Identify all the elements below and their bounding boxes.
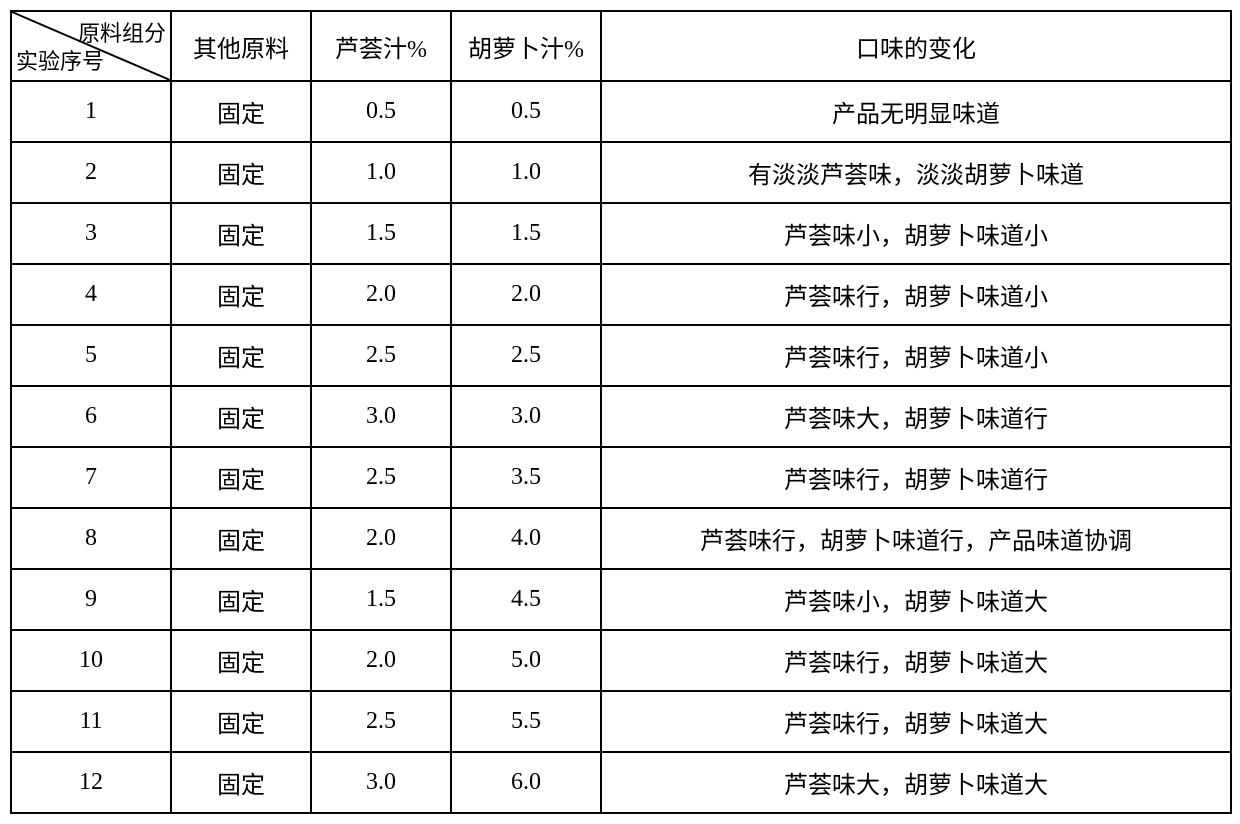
cell-carrot: 2.0 bbox=[451, 264, 601, 325]
cell-taste: 芦荟味行，胡萝卜味道大 bbox=[601, 691, 1231, 752]
cell-seq: 12 bbox=[11, 752, 171, 813]
cell-other: 固定 bbox=[171, 264, 311, 325]
cell-taste: 芦荟味行，胡萝卜味道小 bbox=[601, 264, 1231, 325]
cell-seq: 5 bbox=[11, 325, 171, 386]
cell-aloe: 2.0 bbox=[311, 508, 451, 569]
experiment-table: 原料组分 实验序号 其他原料 芦荟汁% 胡萝卜汁% 口味的变化 1固定0.50.… bbox=[10, 10, 1232, 814]
cell-carrot: 2.5 bbox=[451, 325, 601, 386]
table-row: 12固定3.06.0芦荟味大，胡萝卜味道大 bbox=[11, 752, 1231, 813]
cell-other: 固定 bbox=[171, 81, 311, 142]
header-carrot: 胡萝卜汁% bbox=[451, 11, 601, 81]
table-row: 9固定1.54.5芦荟味小，胡萝卜味道大 bbox=[11, 569, 1231, 630]
cell-seq: 1 bbox=[11, 81, 171, 142]
cell-carrot: 1.0 bbox=[451, 142, 601, 203]
cell-taste: 芦荟味小，胡萝卜味道小 bbox=[601, 203, 1231, 264]
cell-aloe: 1.0 bbox=[311, 142, 451, 203]
cell-taste: 芦荟味行，胡萝卜味道行 bbox=[601, 447, 1231, 508]
cell-seq: 6 bbox=[11, 386, 171, 447]
cell-taste: 有淡淡芦荟味，淡淡胡萝卜味道 bbox=[601, 142, 1231, 203]
cell-seq: 8 bbox=[11, 508, 171, 569]
header-aloe: 芦荟汁% bbox=[311, 11, 451, 81]
table-row: 1固定0.50.5产品无明显味道 bbox=[11, 81, 1231, 142]
cell-seq: 2 bbox=[11, 142, 171, 203]
cell-carrot: 3.5 bbox=[451, 447, 601, 508]
cell-aloe: 3.0 bbox=[311, 752, 451, 813]
header-taste: 口味的变化 bbox=[601, 11, 1231, 81]
cell-aloe: 2.5 bbox=[311, 325, 451, 386]
cell-taste: 芦荟味大，胡萝卜味道大 bbox=[601, 752, 1231, 813]
table-row: 7固定2.53.5芦荟味行，胡萝卜味道行 bbox=[11, 447, 1231, 508]
table-row: 4固定2.02.0芦荟味行，胡萝卜味道小 bbox=[11, 264, 1231, 325]
table-row: 2固定1.01.0有淡淡芦荟味，淡淡胡萝卜味道 bbox=[11, 142, 1231, 203]
table-row: 3固定1.51.5芦荟味小，胡萝卜味道小 bbox=[11, 203, 1231, 264]
cell-carrot: 5.0 bbox=[451, 630, 601, 691]
cell-aloe: 2.0 bbox=[311, 630, 451, 691]
cell-taste: 芦荟味小，胡萝卜味道大 bbox=[601, 569, 1231, 630]
cell-other: 固定 bbox=[171, 569, 311, 630]
cell-carrot: 1.5 bbox=[451, 203, 601, 264]
header-other: 其他原料 bbox=[171, 11, 311, 81]
cell-carrot: 5.5 bbox=[451, 691, 601, 752]
table-header-row: 原料组分 实验序号 其他原料 芦荟汁% 胡萝卜汁% 口味的变化 bbox=[11, 11, 1231, 81]
cell-seq: 4 bbox=[11, 264, 171, 325]
cell-aloe: 2.5 bbox=[311, 447, 451, 508]
table-row: 6固定3.03.0芦荟味大，胡萝卜味道行 bbox=[11, 386, 1231, 447]
cell-taste: 芦荟味行，胡萝卜味道小 bbox=[601, 325, 1231, 386]
cell-aloe: 0.5 bbox=[311, 81, 451, 142]
cell-other: 固定 bbox=[171, 630, 311, 691]
header-diagonal-bottom: 实验序号 bbox=[16, 44, 166, 76]
cell-carrot: 4.5 bbox=[451, 569, 601, 630]
cell-seq: 7 bbox=[11, 447, 171, 508]
cell-carrot: 0.5 bbox=[451, 81, 601, 142]
cell-taste: 芦荟味行，胡萝卜味道大 bbox=[601, 630, 1231, 691]
cell-aloe: 1.5 bbox=[311, 203, 451, 264]
cell-taste: 芦荟味行，胡萝卜味道行，产品味道协调 bbox=[601, 508, 1231, 569]
cell-carrot: 3.0 bbox=[451, 386, 601, 447]
cell-seq: 3 bbox=[11, 203, 171, 264]
table-row: 5固定2.52.5芦荟味行，胡萝卜味道小 bbox=[11, 325, 1231, 386]
header-diagonal-cell: 原料组分 实验序号 bbox=[11, 11, 171, 81]
cell-seq: 11 bbox=[11, 691, 171, 752]
cell-aloe: 2.0 bbox=[311, 264, 451, 325]
cell-seq: 9 bbox=[11, 569, 171, 630]
cell-other: 固定 bbox=[171, 203, 311, 264]
cell-carrot: 4.0 bbox=[451, 508, 601, 569]
table-row: 8固定2.04.0芦荟味行，胡萝卜味道行，产品味道协调 bbox=[11, 508, 1231, 569]
cell-taste: 产品无明显味道 bbox=[601, 81, 1231, 142]
cell-aloe: 2.5 bbox=[311, 691, 451, 752]
cell-other: 固定 bbox=[171, 447, 311, 508]
cell-aloe: 1.5 bbox=[311, 569, 451, 630]
cell-seq: 10 bbox=[11, 630, 171, 691]
table-body: 1固定0.50.5产品无明显味道2固定1.01.0有淡淡芦荟味，淡淡胡萝卜味道3… bbox=[11, 81, 1231, 813]
table-row: 11固定2.55.5芦荟味行，胡萝卜味道大 bbox=[11, 691, 1231, 752]
cell-other: 固定 bbox=[171, 691, 311, 752]
cell-taste: 芦荟味大，胡萝卜味道行 bbox=[601, 386, 1231, 447]
cell-other: 固定 bbox=[171, 142, 311, 203]
cell-other: 固定 bbox=[171, 508, 311, 569]
cell-other: 固定 bbox=[171, 752, 311, 813]
cell-other: 固定 bbox=[171, 386, 311, 447]
cell-other: 固定 bbox=[171, 325, 311, 386]
cell-aloe: 3.0 bbox=[311, 386, 451, 447]
table-row: 10固定2.05.0芦荟味行，胡萝卜味道大 bbox=[11, 630, 1231, 691]
cell-carrot: 6.0 bbox=[451, 752, 601, 813]
